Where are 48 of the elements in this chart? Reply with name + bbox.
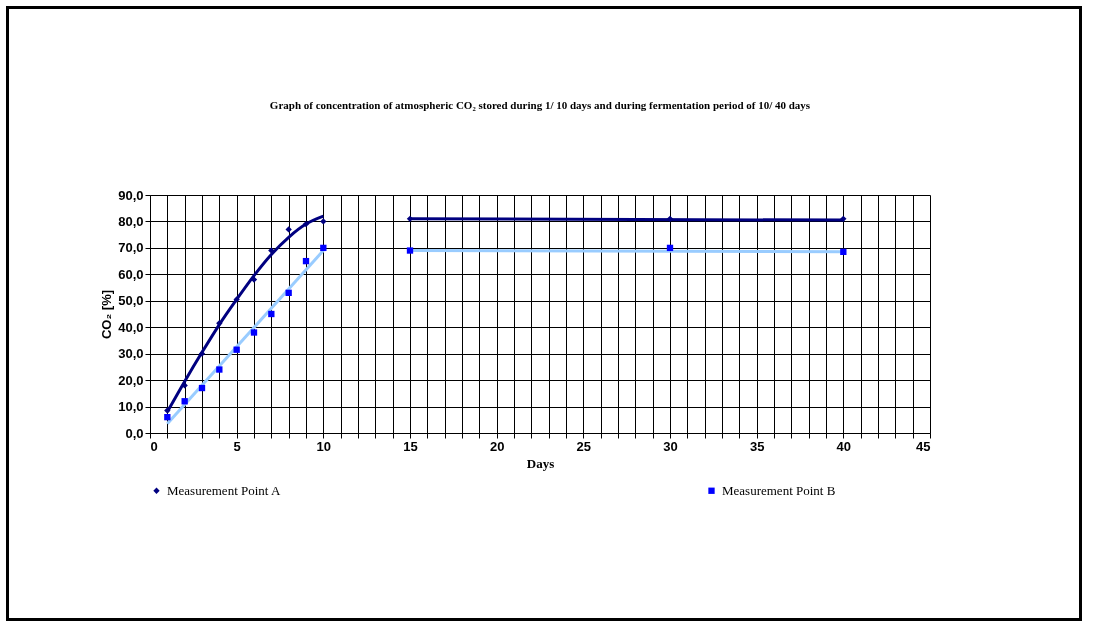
x-tick-label: 20 — [489, 438, 505, 454]
point — [181, 398, 188, 405]
point — [666, 215, 674, 222]
y-tick-label: 90,0 — [118, 187, 144, 203]
x-axis-title: Days — [526, 455, 555, 471]
point — [233, 296, 240, 303]
x-tick-label: 35 — [749, 438, 765, 454]
y-tick-label: 20,0 — [118, 372, 144, 388]
point — [320, 218, 327, 225]
x-tick-label: 30 — [663, 438, 678, 454]
point — [216, 320, 223, 327]
y-tick-label: 80,0 — [118, 213, 144, 229]
y-axis-title: CO₂ [%] — [99, 289, 115, 340]
point — [320, 244, 327, 252]
y-tick-label: 40,0 — [118, 319, 144, 335]
legend-label: Measurement Point B — [722, 482, 836, 498]
x-tick-label: 25 — [576, 438, 592, 454]
x-tick-label: 45 — [916, 438, 931, 454]
point — [164, 407, 171, 414]
y-tick-label: 0,0 — [125, 425, 144, 441]
point — [840, 248, 847, 256]
point — [268, 310, 275, 318]
y-tick-label: 10,0 — [118, 399, 144, 415]
legend-label: Measurement Point A — [167, 482, 281, 498]
point — [302, 220, 310, 228]
point — [302, 257, 310, 265]
point — [198, 350, 206, 357]
point — [840, 215, 847, 222]
point — [285, 289, 292, 297]
chart-title: Graph of concentration of atmospheric CO₂ stored during 1/ 10 days and during fermentation period of 10/ 40 days — [269, 99, 811, 111]
x-tick-label: 10 — [316, 438, 332, 454]
point — [406, 247, 414, 254]
y-tick-label: 30,0 — [118, 346, 144, 362]
point — [164, 413, 171, 421]
point — [233, 346, 240, 353]
y-tick-label: 50,0 — [118, 293, 144, 309]
point — [666, 244, 674, 252]
y-tick-label: 70,0 — [118, 240, 144, 256]
point — [198, 384, 206, 392]
y-tick-label: 60,0 — [118, 266, 144, 282]
x-tick-label: 40 — [836, 438, 852, 454]
x-tick-label: 0 — [150, 438, 158, 454]
point — [285, 226, 292, 233]
x-tick-label: 15 — [403, 438, 418, 454]
point — [216, 366, 223, 373]
point — [250, 329, 258, 336]
point — [268, 247, 275, 254]
x-tick-label: 5 — [233, 438, 241, 454]
